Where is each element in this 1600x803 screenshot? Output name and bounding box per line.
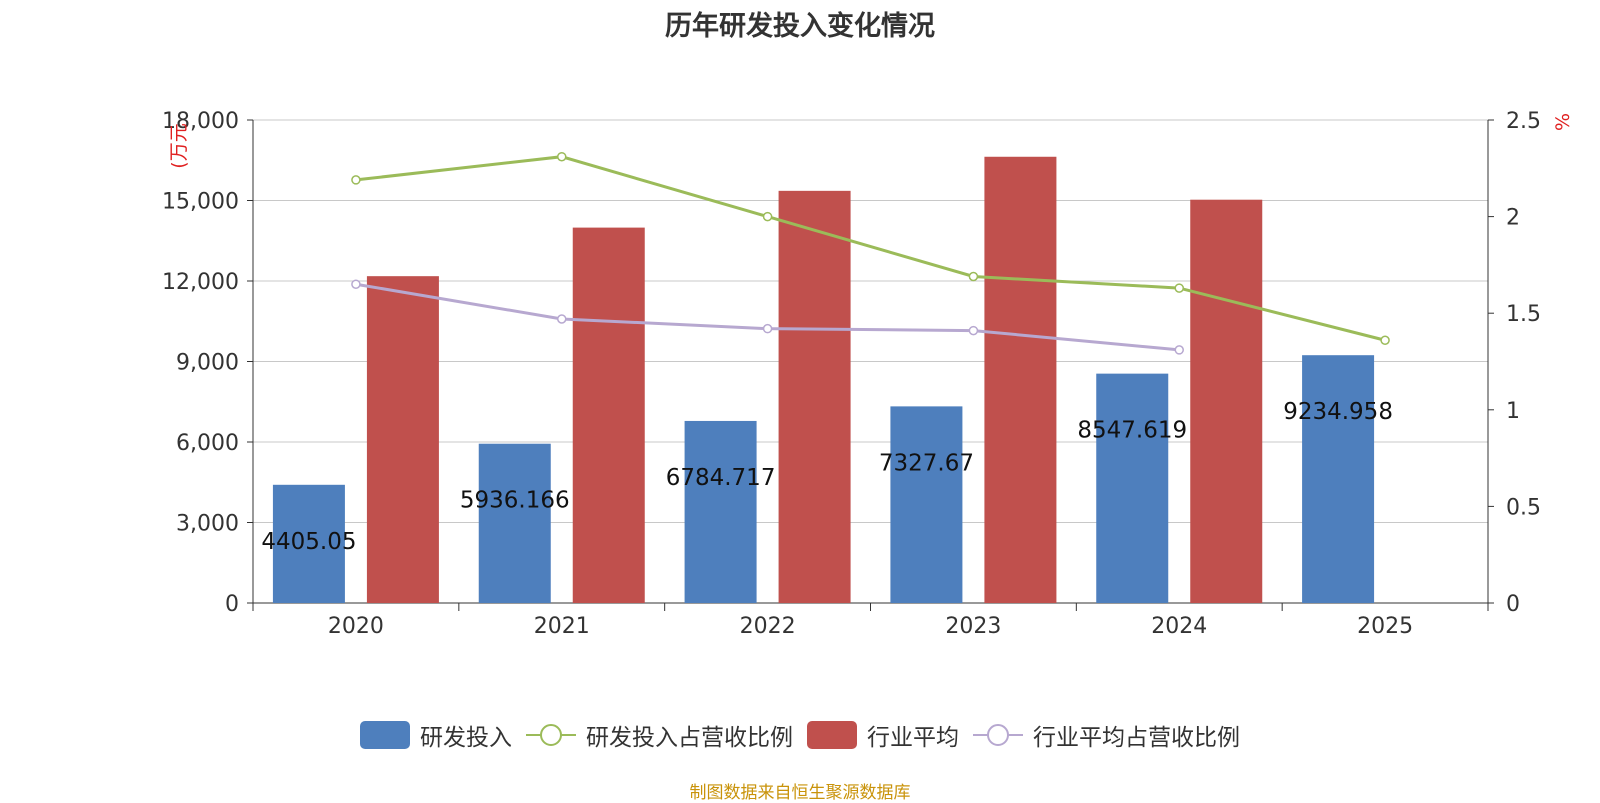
- legend-label-industry: 行业平均: [867, 725, 959, 751]
- legend-swatch-rd: [360, 721, 410, 749]
- grid-lines: [253, 119, 1488, 523]
- point-industry-ratio-2023: [968, 325, 979, 336]
- data-label-rd-2023: 7327.67: [879, 450, 974, 476]
- legend-line-industry-ratio: [973, 721, 1023, 749]
- y-left-tick-label: 18,000: [162, 109, 239, 134]
- lines: [351, 151, 1390, 355]
- axes: 0 3,000 6,000 9,000 12,000 15,000 18,000 0 0.5 1 1…: [162, 109, 1574, 639]
- point-rd-ratio-2021: [557, 151, 567, 162]
- y-left-tick-label: 12,000: [162, 270, 239, 295]
- data-label-rd-2024: 8547.619: [1077, 418, 1187, 444]
- chart-canvas: 0 3,000 6,000 9,000 12,000 15,000 18,000 0 0.5 1 1…: [162, 109, 1574, 639]
- bar-rd-2025: [1302, 355, 1375, 603]
- source-footer: 制图数据来自恒生聚源数据库: [689, 783, 911, 803]
- bar-rd-2020: [272, 484, 345, 603]
- bar-industry-2020: [366, 276, 439, 603]
- legend-item-industry-ratio[interactable]: 行业平均占营收比例: [973, 718, 1240, 752]
- bar-industry-2021: [572, 227, 645, 603]
- point-industry-ratio-2021: [557, 314, 567, 324]
- x-tick-label: 2021: [534, 614, 590, 639]
- bar-rd-2024: [1096, 373, 1169, 603]
- y-right-unit: %: [1552, 113, 1574, 131]
- y-right-tick-label: 1.5: [1506, 302, 1541, 327]
- legend-swatch-industry: [807, 721, 857, 749]
- data-label-rd-2025: 9234.958: [1283, 399, 1393, 425]
- legend-item-industry[interactable]: 行业平均: [807, 718, 959, 752]
- point-industry-ratio-2024: [1174, 345, 1184, 355]
- y-right-tick-label: 2.5: [1506, 109, 1541, 134]
- point-industry-ratio-2020: [351, 279, 361, 289]
- legend-line-rd-ratio: [526, 721, 576, 749]
- point-industry-ratio-2022: [762, 323, 773, 334]
- x-tick-label: 2020: [328, 614, 384, 639]
- point-rd-ratio-2022: [762, 211, 773, 222]
- x-tick-label: 2023: [945, 614, 1001, 639]
- bar-industry-2024: [1190, 199, 1263, 603]
- y-left-unit: (万元: [168, 123, 190, 168]
- bar-rd-2021: [478, 443, 551, 603]
- legend-label-rd-ratio: 研发投入占营收比例: [586, 725, 793, 751]
- legend-label-rd: 研发投入: [420, 725, 512, 751]
- point-rd-ratio-2025: [1380, 335, 1390, 345]
- bars: [272, 156, 1375, 604]
- bar-industry-2023: [984, 156, 1057, 604]
- y-right-tick-label: 0.5: [1506, 495, 1541, 520]
- chart-title: 历年研发投入变化情况: [665, 11, 935, 42]
- point-rd-ratio-2023: [968, 271, 979, 282]
- data-label-rd-2020: 4405.05: [261, 529, 356, 555]
- y-left-tick-label: 0: [225, 592, 239, 617]
- bar-rd-2022: [684, 420, 757, 603]
- y-left-tick-label: 15,000: [162, 190, 239, 215]
- legend-label-industry-ratio: 行业平均占营收比例: [1033, 725, 1240, 751]
- legend-item-rd[interactable]: 研发投入: [360, 718, 512, 752]
- y-right-tick-label: 2: [1506, 206, 1520, 231]
- y-right-tick-label: 0: [1506, 592, 1520, 617]
- x-tick-label: 2025: [1357, 614, 1413, 639]
- bar-rd-2023: [890, 406, 963, 603]
- legend: 研发投入 研发投入占营收比例 行业平均 行业平均占营收比例: [0, 718, 1600, 752]
- bar-industry-2022: [778, 190, 851, 603]
- y-left-tick-label: 9,000: [176, 351, 239, 376]
- x-tick-label: 2022: [740, 614, 796, 639]
- line-rd-ratio: [355, 155, 1386, 342]
- data-label-rd-2021: 5936.166: [460, 488, 570, 514]
- legend-item-rd-ratio[interactable]: 研发投入占营收比例: [526, 718, 793, 752]
- point-rd-ratio-2024: [1174, 283, 1184, 293]
- y-right-tick-label: 1: [1506, 399, 1520, 424]
- data-label-rd-2022: 6784.717: [666, 465, 776, 491]
- x-tick-label: 2024: [1151, 614, 1207, 639]
- y-left-tick-label: 3,000: [176, 512, 239, 537]
- y-left-tick-label: 6,000: [176, 431, 239, 456]
- data-labels: 4405.05 5936.166 6784.717 7327.67 8547.619 92…: [261, 399, 1393, 555]
- point-rd-ratio-2020: [351, 175, 361, 185]
